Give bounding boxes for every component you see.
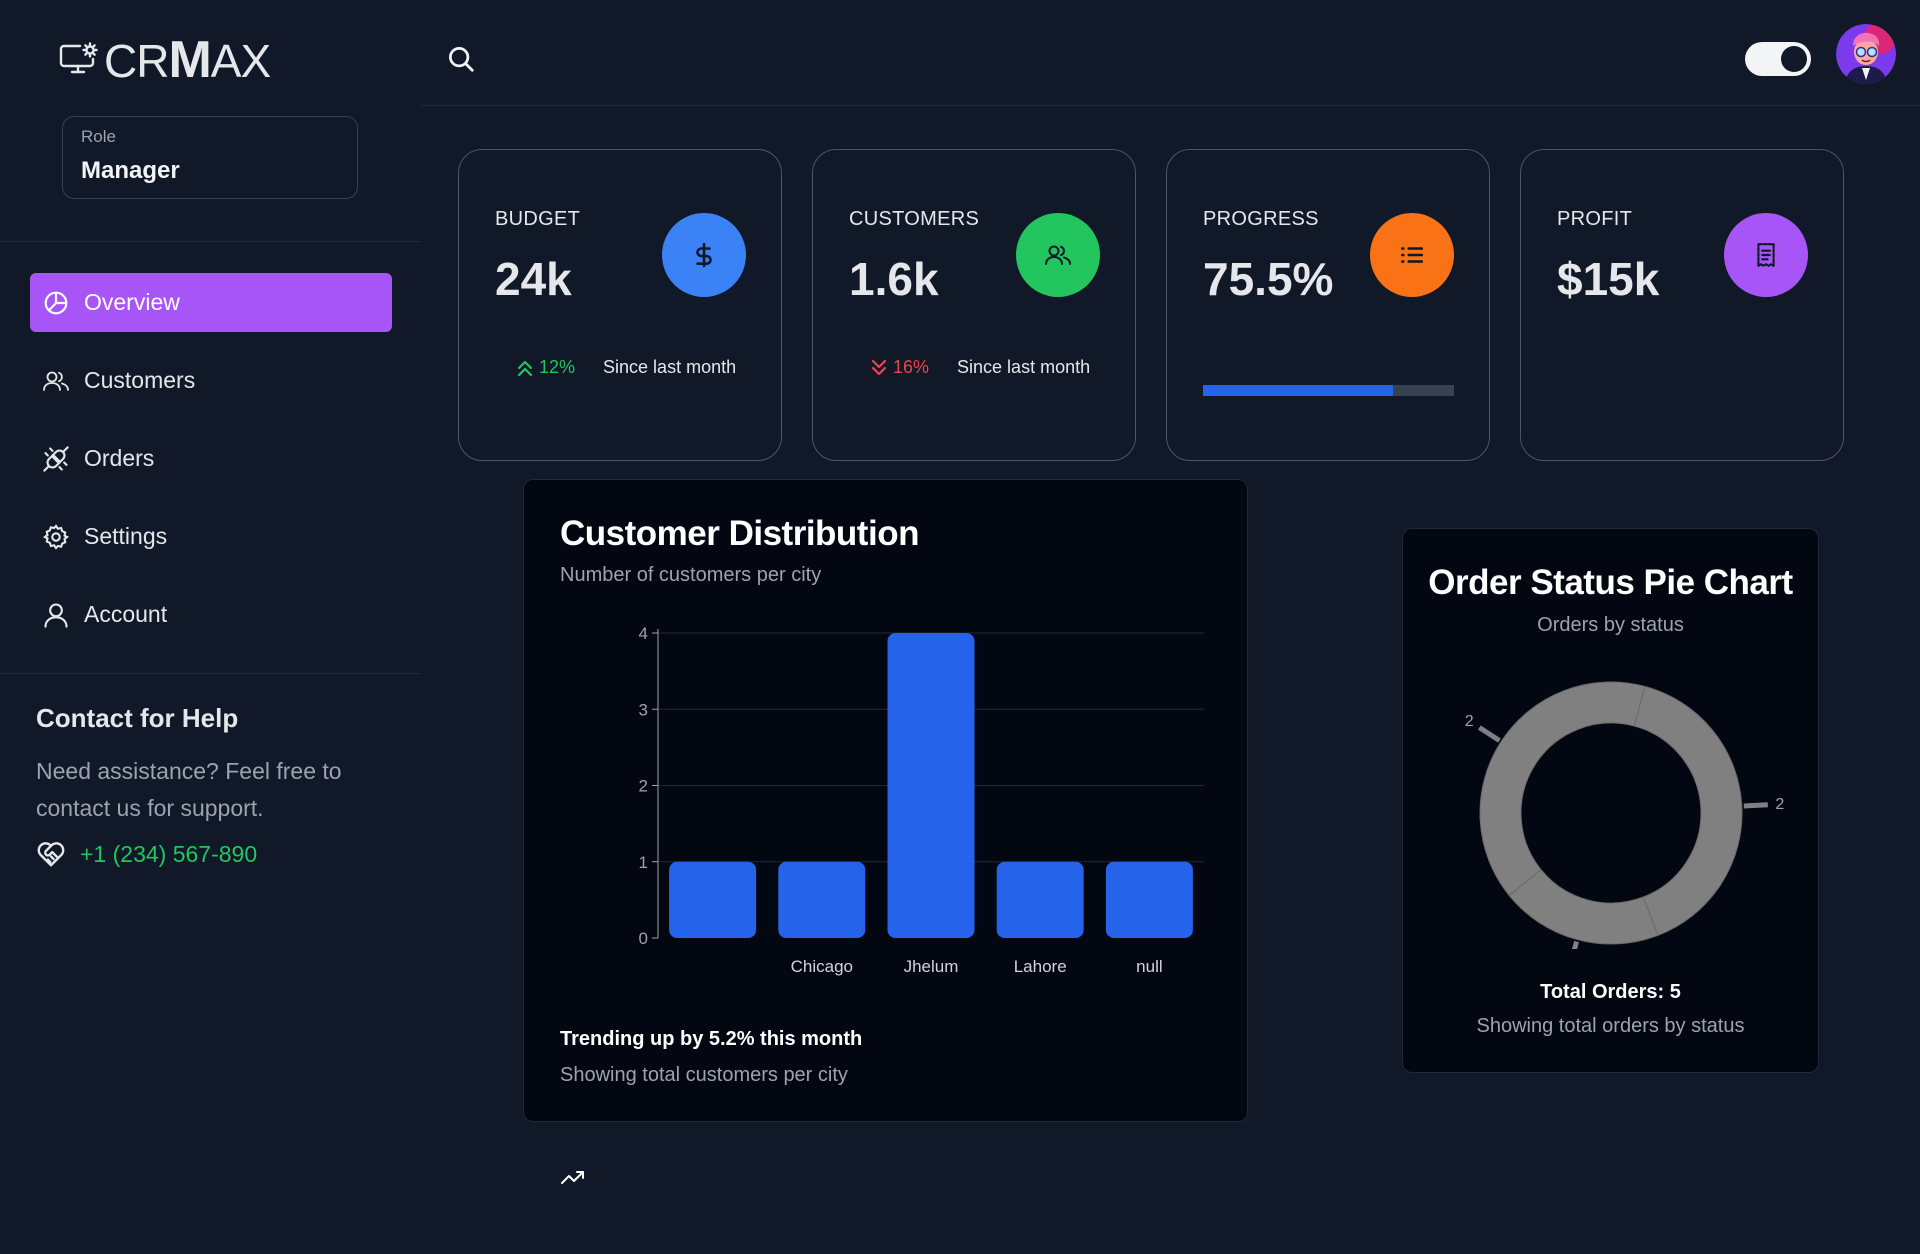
sidebar-item-label: Overview bbox=[84, 289, 180, 315]
sidebar-item-customers[interactable]: Customers bbox=[30, 351, 392, 410]
trend-summary-text: Trending up by 5.2% this month bbox=[560, 1028, 863, 1050]
progress-fill bbox=[1203, 385, 1393, 396]
help-phone-number: +1 (234) 567-890 bbox=[80, 840, 258, 867]
user-icon bbox=[42, 601, 70, 629]
card-value: 75.5% bbox=[1203, 253, 1334, 305]
card-trend: 16% Since last month bbox=[871, 357, 1090, 378]
progress-card: PROGRESS 75.5% bbox=[1166, 149, 1490, 461]
monitor-gear-icon bbox=[59, 42, 98, 74]
card-trend: 12% Since last month bbox=[517, 357, 736, 378]
sidebar-item-label: Orders bbox=[84, 445, 155, 471]
x-tick-label: Chicago bbox=[791, 957, 853, 976]
trend-text: Since last month bbox=[603, 357, 737, 377]
panel-subtitle: Number of customers per city bbox=[560, 564, 822, 586]
trend-text: Since last month bbox=[957, 357, 1091, 377]
total-orders: Total Orders: 5 bbox=[1540, 981, 1681, 1003]
sidebar-divider bbox=[0, 241, 421, 242]
bar[interactable] bbox=[778, 861, 866, 938]
card-label: PROFIT bbox=[1557, 208, 1633, 230]
card-label: CUSTOMERS bbox=[849, 208, 980, 230]
y-tick-label: 0 bbox=[639, 929, 648, 948]
theme-toggle[interactable] bbox=[1745, 42, 1811, 76]
trend-percent: 16% bbox=[893, 357, 930, 377]
help-title: Contact for Help bbox=[36, 703, 239, 733]
trend-summary: Trending up by 5.2% this month bbox=[560, 1028, 863, 1184]
bar[interactable] bbox=[1105, 861, 1193, 938]
avatar[interactable] bbox=[1836, 24, 1896, 84]
panel-footnote: Showing total orders by status bbox=[1476, 1015, 1745, 1037]
card-label: PROGRESS bbox=[1203, 208, 1319, 230]
card-value: 1.6k bbox=[849, 253, 939, 305]
role-value: Manager bbox=[81, 157, 180, 184]
pie-chart-icon bbox=[42, 289, 70, 317]
panel-footnote: Showing total customers per city bbox=[560, 1064, 848, 1086]
chevrons-down-icon bbox=[871, 359, 887, 375]
card-label: BUDGET bbox=[495, 208, 581, 230]
sidebar: CRMAX Role Manager Overview Customers Or… bbox=[0, 0, 421, 1254]
order-status-panel: Order Status Pie Chart Orders by status … bbox=[1402, 528, 1819, 1073]
role-select[interactable]: Role Manager bbox=[62, 116, 358, 199]
donut-slice[interactable] bbox=[1508, 868, 1659, 945]
slice-label: 2 bbox=[1465, 713, 1474, 730]
x-tick-label: Lahore bbox=[1014, 957, 1067, 976]
panel-title: Customer Distribution bbox=[560, 514, 919, 553]
sidebar-item-settings[interactable]: Settings bbox=[30, 507, 392, 566]
gear-icon bbox=[42, 523, 70, 551]
donut-slice[interactable] bbox=[1479, 681, 1646, 897]
plug-icon bbox=[42, 445, 70, 473]
slice-leader bbox=[1743, 802, 1768, 809]
donut-slice[interactable] bbox=[1633, 685, 1743, 936]
users-icon bbox=[1016, 213, 1100, 297]
trend-percent: 12% bbox=[539, 357, 576, 377]
logo[interactable]: CRMAX bbox=[58, 31, 271, 89]
brand-name: CRMAX bbox=[104, 31, 271, 89]
slice-leader bbox=[1477, 725, 1501, 743]
help-text: Need assistance? Feel free to contact us… bbox=[36, 758, 342, 821]
receipt-icon bbox=[1724, 213, 1808, 297]
sidebar-item-overview[interactable]: Overview bbox=[30, 273, 392, 332]
panel-subtitle: Orders by status bbox=[1537, 614, 1684, 636]
heart-handshake-icon bbox=[37, 842, 65, 867]
bar-chart: 0 1 2 3 4 Chicago Jhelum Lahore null bbox=[639, 624, 1204, 976]
progress-bar bbox=[1203, 385, 1454, 396]
x-tick-label: Jhelum bbox=[904, 957, 959, 976]
top-header bbox=[421, 0, 1920, 106]
budget-card: BUDGET 24k 12% Since last month bbox=[458, 149, 782, 461]
dollar-icon bbox=[662, 213, 746, 297]
customers-card: CUSTOMERS 1.6k 16% Since last month bbox=[812, 149, 1136, 461]
sidebar-item-label: Account bbox=[84, 601, 168, 627]
panel-title: Order Status Pie Chart bbox=[1428, 563, 1793, 602]
y-tick-label: 2 bbox=[639, 777, 648, 796]
sidebar-item-label: Customers bbox=[84, 367, 196, 393]
search-icon[interactable] bbox=[446, 44, 478, 76]
toggle-knob bbox=[1781, 46, 1807, 72]
sidebar-item-account[interactable]: Account bbox=[30, 585, 392, 644]
y-tick-label: 3 bbox=[639, 700, 648, 719]
list-icon bbox=[1370, 213, 1454, 297]
help-phone[interactable]: +1 (234) 567-890 bbox=[36, 840, 257, 868]
y-tick-label: 1 bbox=[639, 853, 648, 872]
slice-label: 2 bbox=[1775, 796, 1784, 813]
bar[interactable] bbox=[669, 861, 757, 938]
card-value: $15k bbox=[1557, 253, 1660, 305]
sidebar-divider bbox=[0, 673, 421, 674]
chevrons-up-icon bbox=[517, 360, 533, 376]
profit-card: PROFIT $15k bbox=[1520, 149, 1844, 461]
card-value: 24k bbox=[495, 253, 572, 305]
sidebar-item-orders[interactable]: Orders bbox=[30, 429, 392, 488]
users-icon bbox=[42, 367, 70, 395]
trending-up-icon bbox=[561, 1171, 584, 1184]
y-tick-label: 4 bbox=[639, 624, 648, 643]
x-tick-label: null bbox=[1136, 957, 1162, 976]
bar[interactable] bbox=[996, 861, 1084, 938]
slice-leader bbox=[1571, 940, 1579, 949]
donut-chart: 212 bbox=[1465, 681, 1784, 949]
customer-distribution-panel: Customer Distribution Number of customer… bbox=[523, 479, 1248, 1184]
bar[interactable] bbox=[887, 633, 975, 938]
role-label: Role bbox=[81, 127, 116, 146]
sidebar-item-label: Settings bbox=[84, 523, 168, 549]
